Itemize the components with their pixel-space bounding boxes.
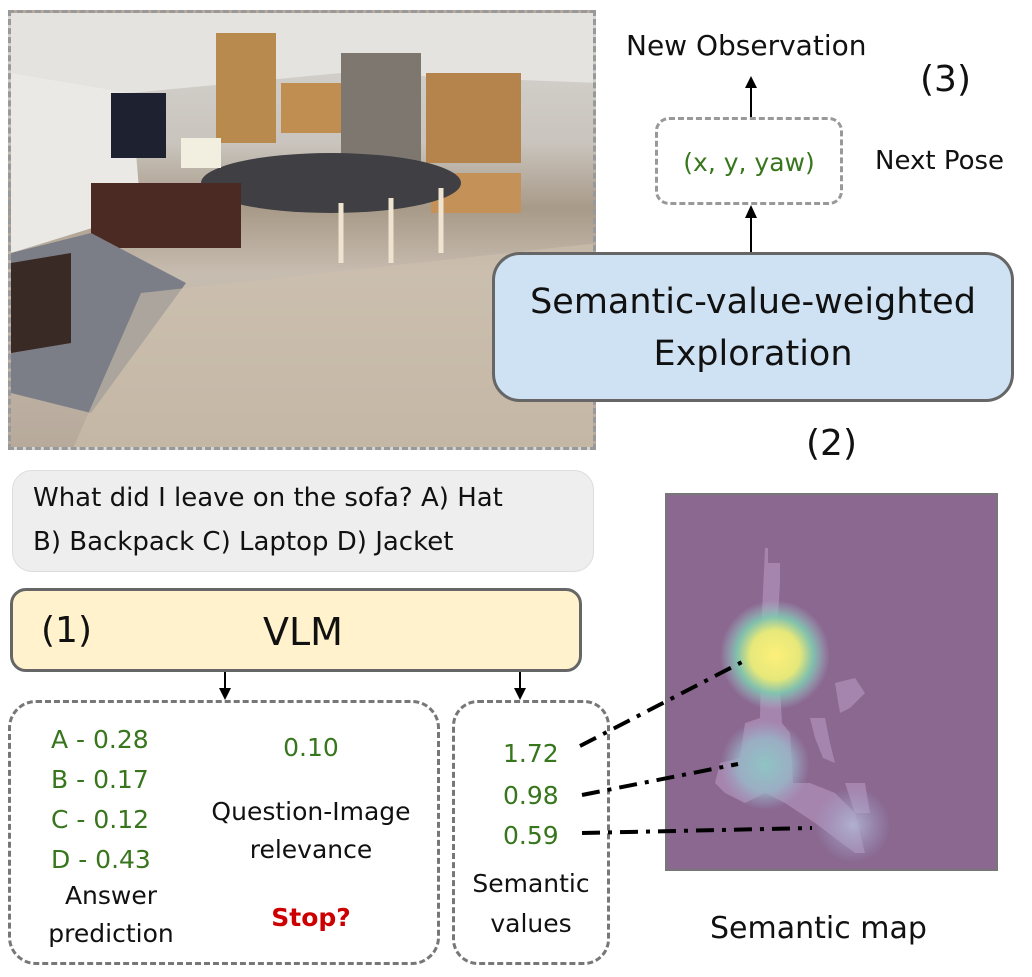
answer-box: A - 0.28 B - 0.17 C - 0.12 D - 0.43 Answ… — [8, 700, 440, 965]
semantic-map-label: Semantic map — [710, 911, 927, 946]
answer-c: C - 0.12 — [51, 805, 150, 834]
link-value-2 — [581, 762, 739, 797]
answer-label-2: prediction — [48, 919, 174, 948]
observation-image — [8, 10, 596, 450]
question-line1: What did I leave on the sofa? A) Hat — [33, 483, 503, 513]
semantic-values-box: 1.72 0.98 0.59 Semantic values — [452, 700, 610, 965]
answer-b: B - 0.17 — [51, 765, 149, 794]
relevance-label-1: Question-Image — [211, 797, 411, 826]
semantic-map — [665, 493, 998, 871]
pose-value: (x, y, yaw) — [683, 148, 815, 177]
new-observation-label: New Observation — [626, 29, 867, 62]
semantic-hotspot-1 — [720, 600, 830, 710]
semantic-value-3: 0.59 — [503, 821, 559, 850]
exploration-line2: Exploration — [653, 334, 853, 374]
answer-a: A - 0.28 — [51, 725, 149, 754]
semantic-values-label-2: values — [490, 909, 572, 938]
step-2-label: (2) — [806, 423, 857, 464]
question-box: What did I leave on the sofa? A) Hat B) … — [12, 470, 594, 572]
next-pose-label: Next Pose — [875, 146, 1005, 176]
link-value-3 — [581, 826, 813, 835]
semantic-values-label-1: Semantic — [472, 869, 590, 898]
step-1-label: (1) — [41, 610, 92, 651]
vlm-box: (1) VLM — [10, 588, 582, 672]
question-line2: B) Backpack C) Laptop D) Jacket — [33, 527, 454, 557]
relevance-value: 0.10 — [283, 733, 339, 762]
semantic-hotspot-2 — [720, 720, 810, 810]
semantic-value-2: 0.98 — [503, 781, 559, 810]
semantic-value-1: 1.72 — [503, 739, 559, 768]
exploration-box: Semantic-value-weighted Exploration — [492, 252, 1014, 402]
semantic-hotspot-3 — [815, 787, 891, 863]
answer-d: D - 0.43 — [51, 845, 151, 874]
next-pose-box: (x, y, yaw) — [655, 117, 843, 205]
answer-label-1: Answer — [64, 881, 158, 910]
link-value-1 — [579, 660, 743, 748]
exploration-line1: Semantic-value-weighted — [530, 282, 976, 322]
relevance-label-2: relevance — [249, 835, 373, 864]
step-3-label: (3) — [920, 59, 971, 100]
vlm-label: VLM — [263, 610, 343, 654]
stop-label: Stop? — [271, 903, 351, 932]
